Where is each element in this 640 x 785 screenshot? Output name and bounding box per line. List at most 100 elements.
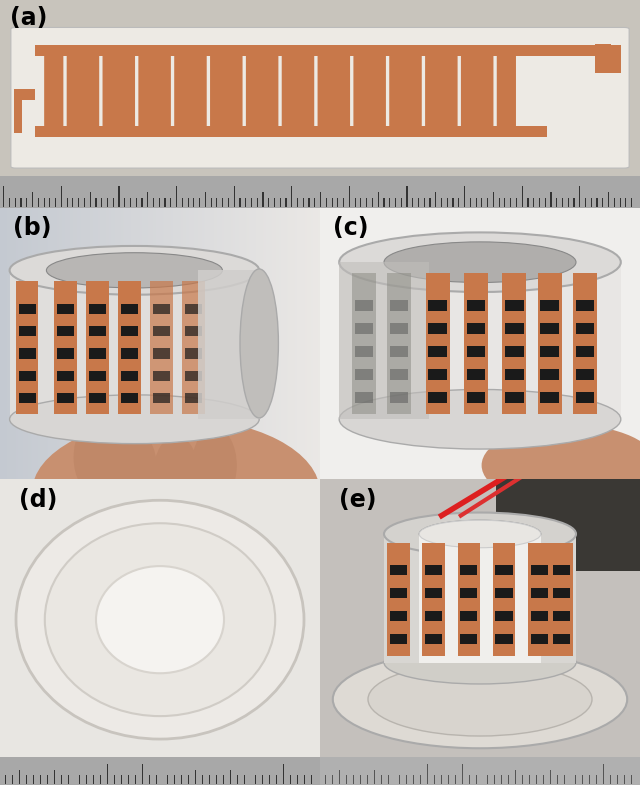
FancyBboxPatch shape: [102, 56, 122, 126]
FancyBboxPatch shape: [223, 56, 243, 126]
Bar: [576, 346, 594, 357]
Ellipse shape: [482, 425, 640, 506]
Bar: [553, 612, 570, 621]
Bar: [553, 634, 570, 644]
Bar: [579, 186, 580, 207]
Bar: [493, 192, 494, 207]
Bar: [326, 198, 327, 207]
FancyBboxPatch shape: [367, 56, 386, 126]
Text: (b): (b): [13, 216, 51, 240]
Bar: [576, 323, 594, 334]
Bar: [153, 371, 170, 381]
Bar: [390, 565, 407, 575]
Bar: [303, 198, 304, 207]
FancyBboxPatch shape: [188, 56, 207, 126]
Bar: [412, 198, 413, 207]
FancyBboxPatch shape: [11, 27, 629, 168]
Bar: [591, 198, 592, 207]
Ellipse shape: [154, 436, 198, 511]
Bar: [576, 369, 594, 380]
Ellipse shape: [333, 650, 627, 748]
Bar: [502, 273, 526, 414]
Bar: [493, 543, 515, 656]
Bar: [121, 326, 138, 337]
Bar: [464, 273, 488, 414]
FancyBboxPatch shape: [474, 56, 493, 126]
Bar: [573, 198, 575, 207]
Ellipse shape: [74, 419, 118, 495]
Bar: [452, 198, 454, 207]
Bar: [467, 346, 485, 357]
Bar: [458, 543, 480, 656]
Bar: [435, 192, 436, 207]
Bar: [585, 198, 586, 207]
Bar: [573, 273, 596, 414]
Bar: [562, 198, 563, 207]
Bar: [506, 392, 524, 403]
Bar: [141, 198, 143, 207]
Bar: [540, 369, 559, 380]
Bar: [504, 198, 506, 207]
FancyBboxPatch shape: [403, 56, 422, 126]
Bar: [550, 543, 573, 656]
FancyBboxPatch shape: [152, 56, 171, 126]
Bar: [185, 304, 202, 314]
Bar: [458, 198, 460, 207]
Bar: [425, 634, 442, 644]
FancyBboxPatch shape: [425, 56, 444, 126]
Bar: [355, 198, 356, 207]
Bar: [540, 300, 559, 311]
FancyBboxPatch shape: [67, 56, 86, 126]
Bar: [89, 326, 106, 337]
Bar: [429, 392, 447, 403]
Bar: [352, 273, 376, 414]
FancyBboxPatch shape: [389, 56, 408, 126]
Bar: [481, 198, 483, 207]
Bar: [121, 371, 138, 381]
Bar: [422, 543, 445, 656]
Bar: [429, 300, 447, 311]
Bar: [487, 198, 488, 207]
Bar: [506, 369, 524, 380]
Bar: [531, 589, 548, 598]
Bar: [26, 198, 28, 207]
Bar: [228, 198, 229, 207]
Bar: [130, 198, 131, 207]
Bar: [467, 300, 485, 311]
Bar: [57, 304, 74, 314]
Bar: [121, 392, 138, 403]
Ellipse shape: [96, 566, 224, 674]
Bar: [57, 371, 74, 381]
Bar: [540, 323, 559, 334]
FancyBboxPatch shape: [174, 56, 193, 126]
Bar: [389, 198, 390, 207]
Ellipse shape: [419, 520, 541, 548]
Bar: [185, 349, 202, 359]
Bar: [49, 198, 51, 207]
Bar: [426, 273, 450, 414]
Ellipse shape: [10, 395, 259, 444]
Bar: [390, 612, 407, 621]
Bar: [429, 369, 447, 380]
Bar: [614, 198, 615, 207]
Bar: [540, 346, 559, 357]
Bar: [314, 198, 316, 207]
Bar: [355, 392, 373, 403]
Ellipse shape: [339, 389, 621, 449]
Bar: [553, 589, 570, 598]
FancyBboxPatch shape: [246, 56, 265, 126]
Bar: [89, 349, 106, 359]
Bar: [516, 198, 517, 207]
Bar: [496, 479, 640, 571]
Bar: [170, 198, 172, 207]
Bar: [182, 281, 205, 414]
Bar: [89, 304, 106, 314]
Bar: [390, 369, 408, 380]
Bar: [533, 198, 534, 207]
Bar: [467, 323, 485, 334]
Bar: [72, 198, 74, 207]
Bar: [159, 198, 160, 207]
Bar: [57, 349, 74, 359]
Bar: [297, 198, 298, 207]
Bar: [506, 346, 524, 357]
